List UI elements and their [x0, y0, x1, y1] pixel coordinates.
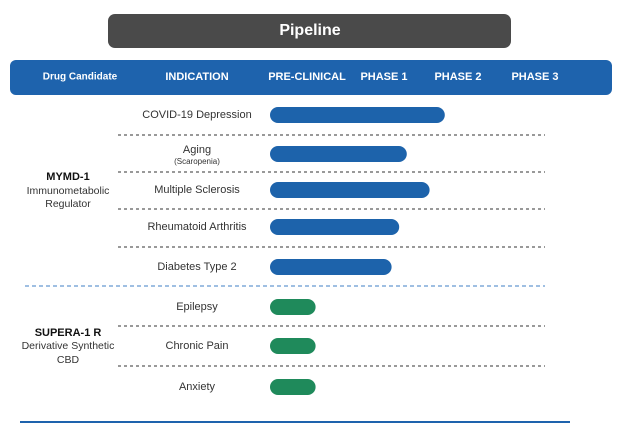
column-header: PHASE 3 — [511, 71, 558, 83]
indication-label: Rheumatoid Arthritis — [147, 221, 247, 233]
candidate-description: Regulator — [45, 198, 91, 210]
column-header: PRE-CLINICAL — [268, 71, 346, 83]
header-band — [10, 60, 612, 95]
candidate-name: SUPERA-1 R — [35, 327, 102, 339]
candidate-name: MYMD-1 — [46, 171, 89, 183]
column-header: PHASE 1 — [360, 71, 407, 83]
title: Pipeline — [279, 22, 340, 39]
column-header: INDICATION — [165, 71, 228, 83]
progress-bar — [270, 299, 316, 315]
progress-bar — [270, 219, 400, 235]
indication-label: Chronic Pain — [166, 340, 229, 352]
title-bar — [108, 14, 511, 48]
indication-note: (Scaropenia) — [174, 157, 220, 166]
progress-bar — [270, 259, 392, 275]
column-header: PHASE 2 — [434, 71, 481, 83]
progress-bar — [270, 379, 316, 395]
indication-label: COVID-19 Depression — [142, 109, 251, 121]
progress-bar — [270, 182, 430, 198]
indication-label: Epilepsy — [176, 301, 218, 313]
candidate-description: CBD — [57, 354, 80, 366]
candidate-description: Derivative Synthetic — [22, 340, 115, 352]
progress-bar — [270, 107, 445, 123]
column-header: Drug Candidate — [43, 72, 118, 83]
indication-label: Multiple Sclerosis — [154, 184, 240, 196]
progress-bar — [270, 146, 407, 162]
indication-label: Anxiety — [179, 381, 216, 393]
indication-label: Aging — [183, 144, 211, 156]
progress-bar — [270, 338, 316, 354]
candidate-description: Immunometabolic — [27, 185, 110, 197]
indication-label: Diabetes Type 2 — [157, 261, 236, 273]
